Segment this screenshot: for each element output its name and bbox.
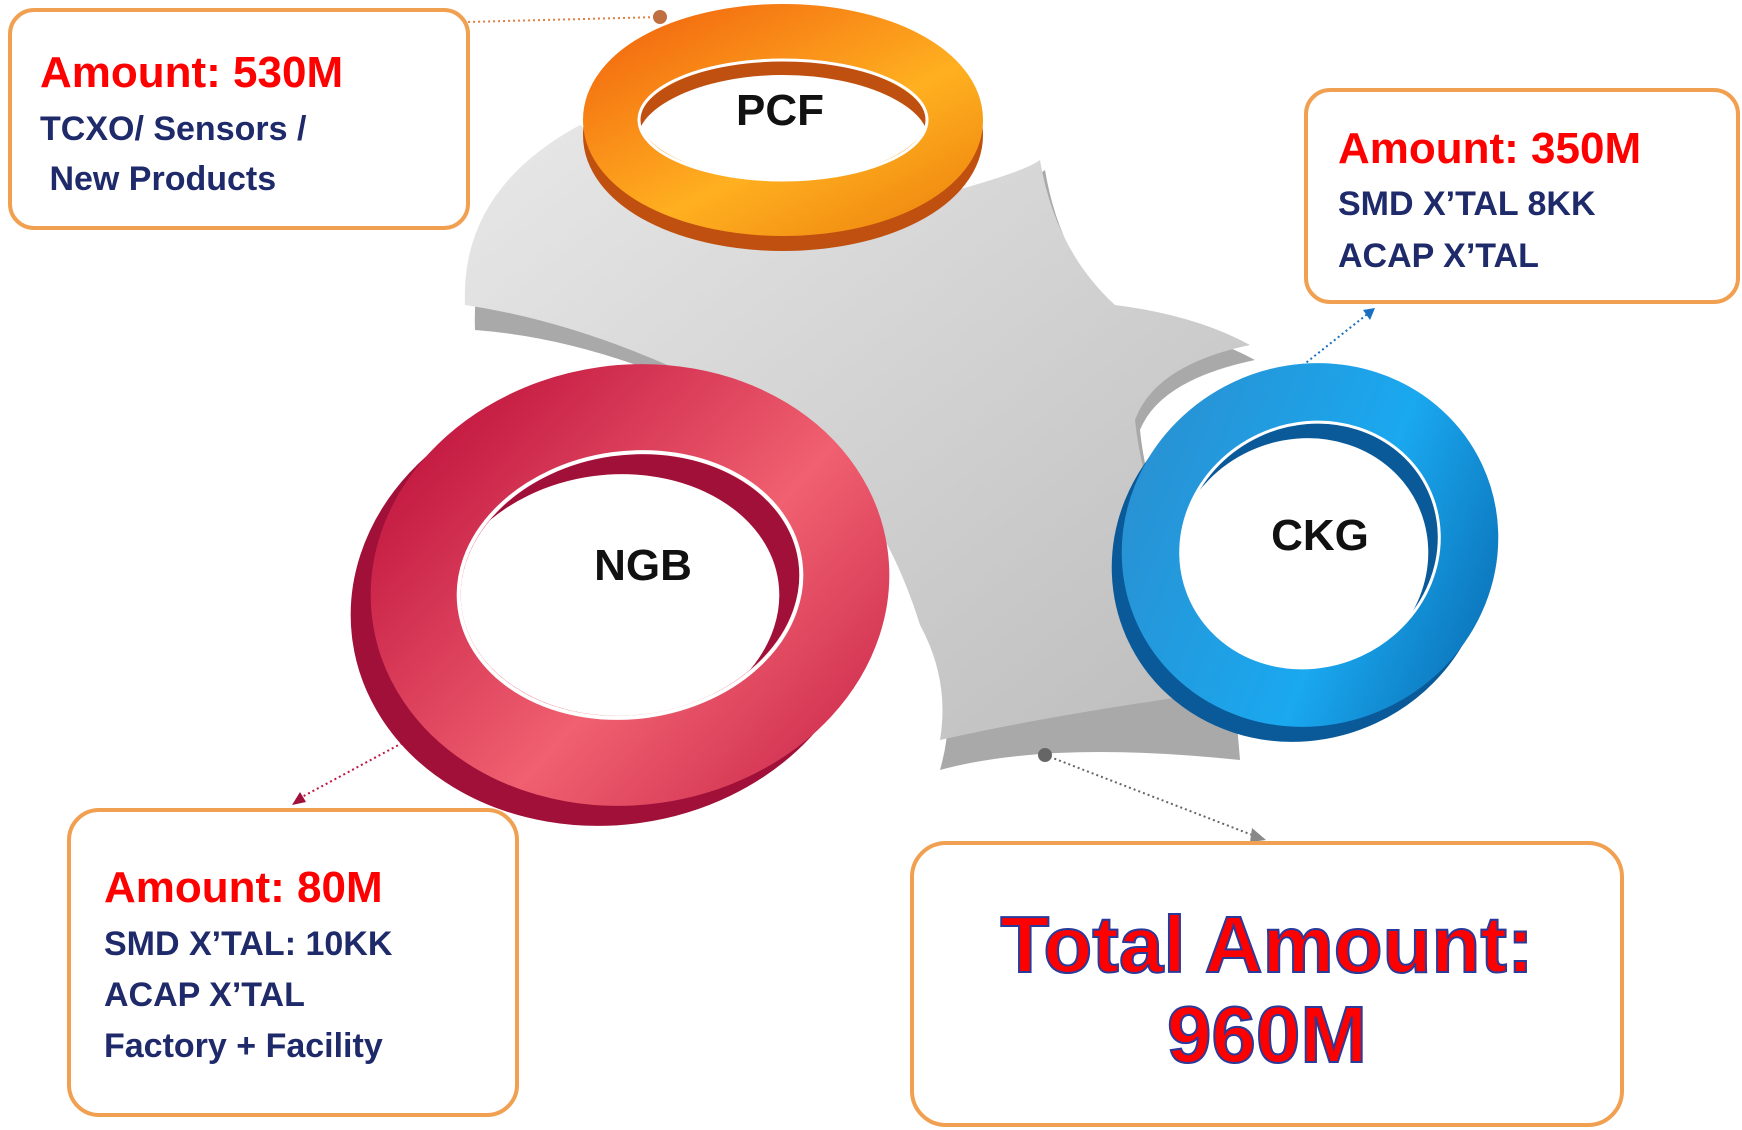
detail: SMD X’TAL: 10KK [104,925,393,963]
total-title: Total Amount: [1000,900,1533,989]
amount: Amount: 80M [104,863,383,912]
amount: Amount: 350M [1338,124,1641,173]
ring-pcf [583,4,983,251]
callout-box [67,808,519,1117]
total-value: 960M [1167,990,1367,1079]
total-box [910,841,1624,1127]
callout-box [1304,88,1740,304]
detail: TCXO/ Sensors / [40,110,307,148]
detail: ACAP X’TAL [104,976,305,1014]
ring-ckg [1111,363,1499,742]
center-shape [464,125,1255,770]
detail: ACAP X’TAL [1338,237,1539,275]
callout-box [8,8,470,230]
amount: Amount: 530M [40,48,343,97]
detail: Factory + Facility [104,1027,383,1065]
ring-label: NGB [594,541,692,590]
detail: New Products [40,160,276,198]
ring-label: CKG [1271,511,1369,560]
ring-label: PCF [736,86,824,135]
ring-ngb [350,364,890,826]
detail: SMD X’TAL 8KK [1338,185,1596,223]
